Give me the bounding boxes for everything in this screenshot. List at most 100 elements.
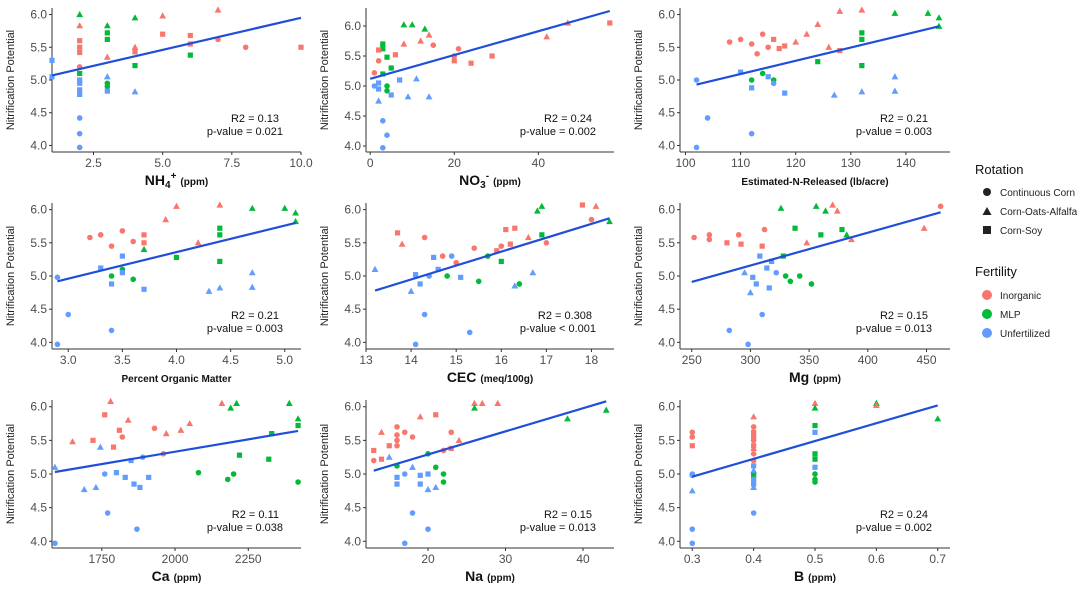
data-point-triangle [792,38,800,45]
x-tick-label: 3.5 [114,353,131,367]
data-point-circle [119,434,126,440]
data-point-square [413,272,419,278]
data-point-circle [689,526,696,532]
data-point-square [113,470,120,476]
data-point-square [750,274,756,280]
data-point-circle [704,115,711,121]
data-point-square [812,451,818,457]
x-axis-label-main: Na [465,568,483,584]
data-point-square [160,31,166,37]
data-point-circle [475,278,482,285]
inorganic-swatch-icon [982,290,992,300]
data-point-circle [759,311,765,318]
data-point-circle [750,510,757,516]
data-point-circle [796,273,803,279]
x-tick-label: 5.0 [276,353,293,367]
square-icon [983,226,991,234]
data-point-circle [782,273,789,279]
data-point-triangle [829,201,837,208]
p-value-annotation: p-value = 0.038 [207,522,283,534]
x-axis-label-unit: (ppm) [487,573,515,584]
data-point-square [132,49,138,55]
data-point-circle [195,469,202,476]
x-tick-label: 110 [731,156,750,170]
data-point-square [128,457,134,464]
data-point-triangle [294,415,302,422]
x-axis-label: B (ppm) [794,568,836,584]
data-point-circle [750,424,757,430]
x-tick-label: 18 [585,353,599,367]
data-point-triangle [107,397,114,404]
x-axis-label-unit: (ppm) [813,374,841,385]
scatter-panels: 4.0 4.5 5.0 5.5 6.0 2.5 5.0 7.5 10.0 Nitrificatio… [5,6,950,584]
data-point-square [751,463,757,469]
data-point-triangle [285,399,293,406]
data-point-square [751,429,757,435]
y-tick-label: 4.0 [30,335,47,349]
data-point-triangle [248,204,256,211]
data-point-triangle [812,202,820,209]
data-point-circle [543,240,550,246]
data-point-triangle [592,202,600,209]
x-tick-label: 40 [532,156,546,170]
data-point-square [137,484,143,491]
data-point-triangle [425,93,433,100]
data-point-triangle [76,22,84,29]
y-tick-label: 5.0 [658,73,675,87]
x-axis-label-main: Mg [789,369,809,385]
data-point-circle [770,80,777,87]
data-point-square [141,232,147,238]
data-point-triangle [162,430,170,437]
x-tick-label: 2.5 [85,156,102,170]
y-tick-label: 4.5 [344,501,361,515]
x-tick-label: 300 [740,353,760,367]
data-point-circle [409,510,416,516]
legend-rotation-title: Rotation [975,162,1023,177]
data-point-circle [691,234,697,241]
r2-annotation: R2 = 0.24 [880,509,928,521]
x-tick-label: 4.5 [222,353,239,367]
data-point-triangle [131,14,139,21]
y-axis-label: Nitrification Potential [319,30,331,130]
r2-annotation: R2 = 0.308 [538,310,592,322]
y-axis-label: Nitrification Potential [5,424,17,524]
data-point-triangle [214,6,222,13]
data-point-circle [689,434,696,440]
data-point-square [295,422,301,429]
data-point-square [380,41,386,47]
y-axis-label: Nitrification Potential [5,226,17,326]
data-point-triangle [96,443,104,450]
data-point-square [859,63,865,69]
data-point-square [380,71,386,77]
y-tick-label: 4.0 [344,335,361,349]
data-point-circle [750,437,757,444]
y-tick-label: 6.0 [30,8,47,22]
y-tick-label: 5.0 [344,269,361,283]
data-point-square [49,57,55,63]
data-point-square [607,20,613,26]
data-point-triangle [385,453,393,460]
data-point-circle [812,471,818,477]
plot-area [680,8,950,152]
data-point-square [812,429,818,435]
r2-annotation: R2 = 0.24 [544,113,592,125]
data-point-square [751,472,757,478]
data-point-circle [76,115,83,121]
x-tick-label: 40 [576,552,590,566]
x-tick-label: 30 [499,552,513,566]
data-point-square [102,412,108,418]
x-tick-label: 0.3 [684,552,701,566]
data-point-square [782,43,788,49]
x-tick-label: 250 [682,353,702,367]
data-point-square [738,69,744,75]
data-point-triangle [194,239,202,246]
scatter-panel: 4.0 4.5 5.0 5.5 6.0 2.5 5.0 7.5 10.0 Nitrificatio… [5,6,313,191]
data-point-circle [588,216,595,223]
data-point-triangle [413,75,420,82]
data-point-square [236,452,243,458]
data-point-square [376,86,382,92]
data-point-square [812,456,818,462]
data-point-triangle [371,265,379,272]
data-point-square [380,46,386,52]
